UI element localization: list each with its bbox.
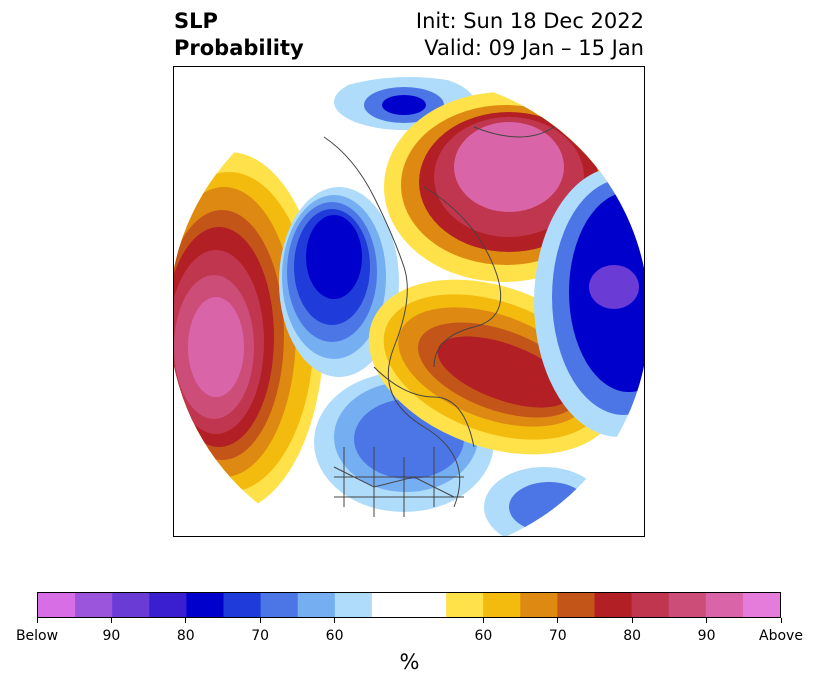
- map-panel: [173, 66, 645, 537]
- colorbar-swatch: [594, 593, 633, 617]
- colorbar-tick-mark: [36, 618, 38, 623]
- colorbar-tick-mark: [631, 618, 633, 623]
- colorbar-tick-label: 60: [325, 628, 344, 644]
- colorbar-swatch: [297, 593, 336, 617]
- colorbar-swatch: [186, 593, 225, 617]
- colorbar-swatch: [112, 593, 150, 617]
- colorbar-swatch: [75, 593, 113, 617]
- probability-map: [174, 77, 644, 536]
- colorbar-swatch: [334, 593, 373, 617]
- colorbar-tick-mark: [482, 618, 484, 623]
- colorbar-tick-label: Below: [15, 628, 59, 644]
- colorbar: [37, 592, 781, 618]
- colorbar-swatch: [631, 593, 670, 617]
- init-date: Init: Sun 18 Dec 2022: [415, 9, 644, 33]
- colorbar-swatch: [260, 593, 299, 617]
- colorbar-ticks: Below 90 80 70 60 60 70 80 90 Above: [0, 618, 819, 644]
- colorbar-tick-mark: [706, 618, 708, 623]
- colorbar-tick-mark: [780, 618, 782, 623]
- colorbar-tick-label: 60: [474, 628, 493, 644]
- colorbar-swatch: [742, 593, 780, 617]
- colorbar-tick-label: 80: [623, 628, 642, 644]
- colorbar-swatches: [38, 593, 780, 617]
- colorbar-tick-label: Above: [759, 628, 803, 644]
- colorbar-tick-label: 70: [548, 628, 567, 644]
- colorbar-tick-label: 90: [697, 628, 716, 644]
- colorbar-swatch: [557, 593, 596, 617]
- colorbar-tick-label: 90: [102, 628, 121, 644]
- colorbar-tick-mark: [557, 618, 559, 623]
- colorbar-tick-label: 70: [251, 628, 270, 644]
- colorbar-tick-mark: [110, 618, 112, 623]
- colorbar-unit: %: [399, 650, 420, 674]
- valid-range: Valid: 09 Jan – 15 Jan: [424, 36, 644, 60]
- colorbar-swatch: [371, 593, 410, 617]
- title-left: SLP Probability: [174, 8, 304, 62]
- colorbar-tick-mark: [259, 618, 261, 623]
- title-variable: SLP: [174, 9, 218, 33]
- colorbar-swatch: [223, 593, 262, 617]
- colorbar-tick-mark: [334, 618, 336, 623]
- colorbar-tick-mark: [185, 618, 187, 623]
- colorbar-tick-label: 80: [176, 628, 195, 644]
- colorbar-swatch: [705, 593, 744, 617]
- title-right: Init: Sun 18 Dec 2022 Valid: 09 Jan – 15…: [416, 8, 644, 62]
- colorbar-swatch: [149, 593, 187, 617]
- colorbar-swatch: [668, 593, 707, 617]
- colorbar-swatch: [409, 593, 447, 617]
- colorbar-swatch: [483, 593, 521, 617]
- colorbar-swatch: [520, 593, 558, 617]
- title-type: Probability: [174, 36, 304, 60]
- colorbar-swatch: [446, 593, 484, 617]
- colorbar-swatch: [38, 593, 76, 617]
